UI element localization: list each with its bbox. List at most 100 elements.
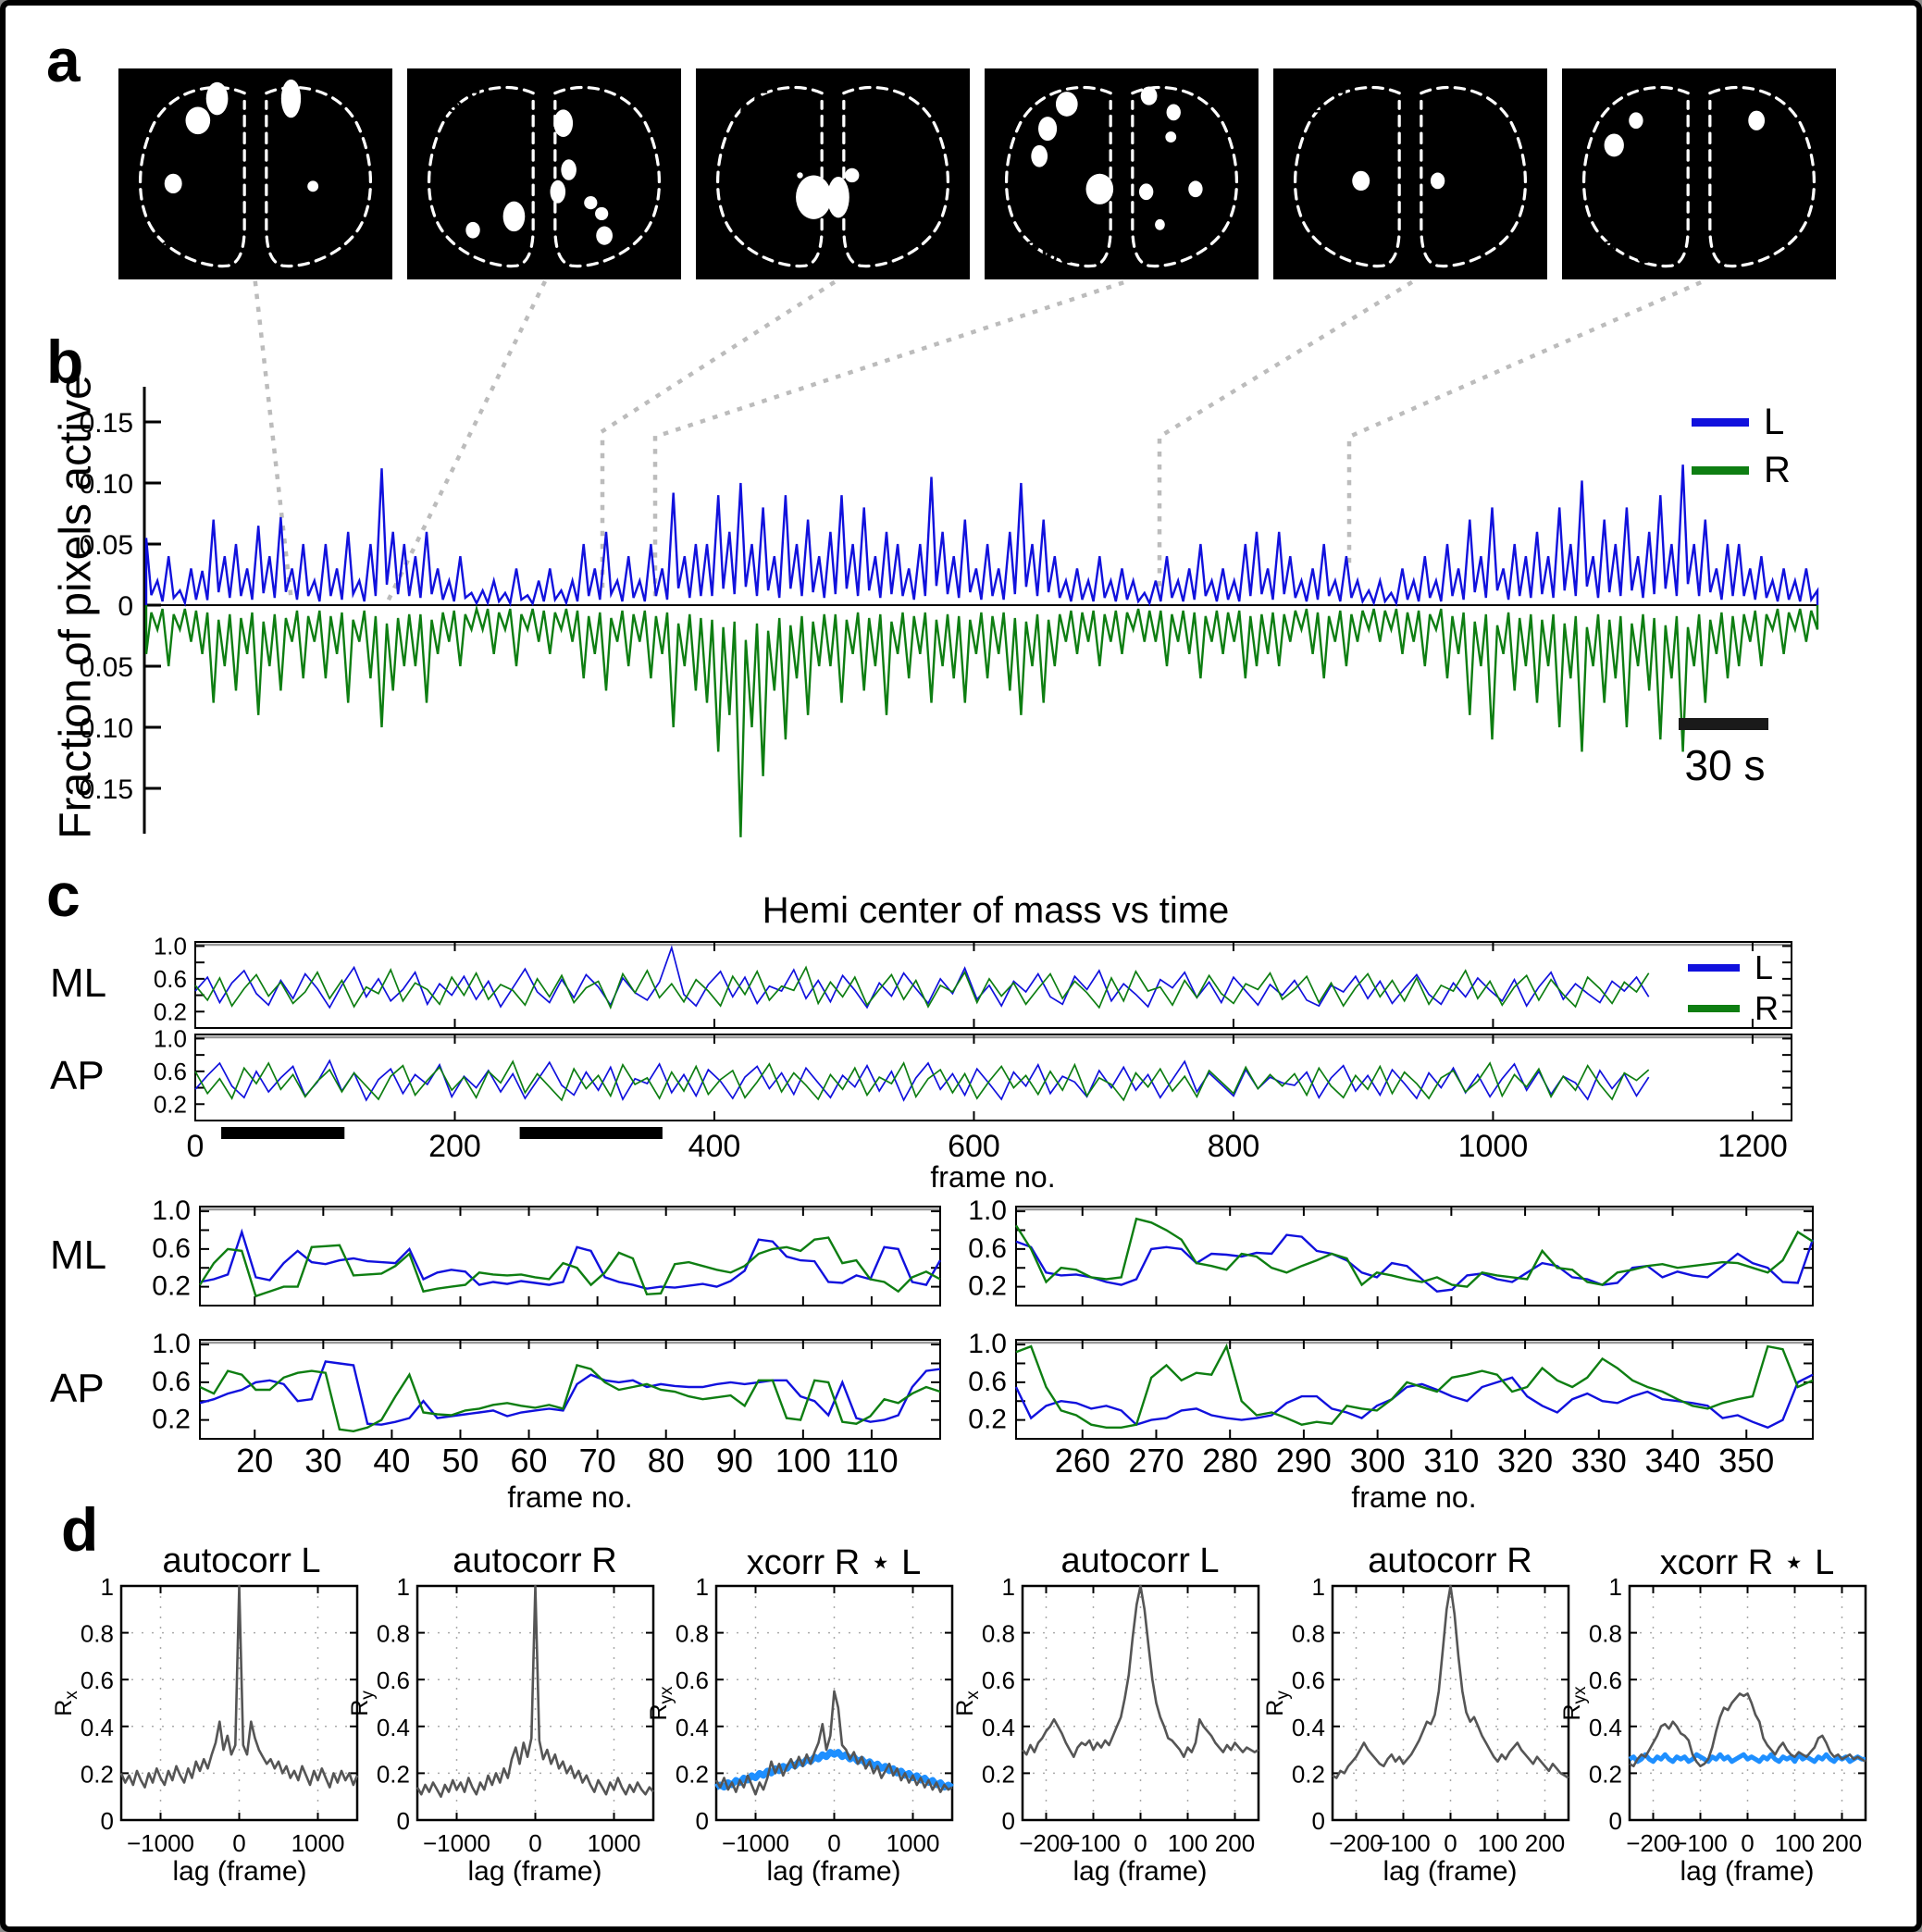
plot-box [199,1339,941,1440]
x-tick-label: −1000 [127,1829,194,1857]
y-tick-label: 0.2 [81,1760,114,1788]
d-xlabel-6: lag (frame) [1680,1856,1815,1887]
x-tick-label: 300 [1350,1442,1406,1480]
d-ylabel-4: Rx [952,1690,983,1716]
active-pixel-blob [1138,183,1154,201]
correlation-line [714,1690,953,1796]
series-L-line [194,945,1650,1009]
x-tick-label: 50 [441,1442,478,1480]
y-tick-label: 0.8 [1292,1620,1325,1648]
y-tick-label: 1.0 [154,1024,187,1052]
active-pixel-blob [1038,117,1058,142]
d-plot-2: 0 0.2 0.4 0.6 0.8 1 −1000 0 1000 [377,1573,655,1857]
x-tick-label: −1000 [722,1829,789,1857]
series-L-line [1014,1373,1814,1430]
y-tick-label: 0.6 [377,1666,410,1694]
series-L-line [144,464,1819,607]
x-tick-label: 30 [304,1442,341,1480]
y-tick-label: 0 [101,1807,114,1835]
d-title-5: autocorr R [1368,1542,1532,1580]
d-plot-1: 0 0.2 0.4 0.6 0.8 1 −1000 0 1000 [81,1573,359,1857]
y-tick-label: 0.2 [968,1271,1007,1302]
y-tick-label: 0.6 [968,1233,1007,1264]
y-tick-label: 0.8 [1589,1620,1622,1648]
panel-a-letter: a [46,26,81,94]
y-tick-label: 0.2 [154,997,187,1025]
d-xlabel-5: lag (frame) [1383,1856,1518,1887]
active-pixel-blob [584,195,598,210]
x-tick-label: 260 [1055,1442,1110,1480]
x-tick-label: 200 [1822,1829,1862,1857]
legend-label-R: R [1755,989,1779,1027]
x-tick-label: 100 [1478,1829,1518,1857]
x-tick-label: 1200 [1717,1129,1788,1164]
x-tick-label: −1000 [423,1829,490,1857]
y-tick-label: 0.2 [968,1405,1007,1435]
right-hemisphere-outline [842,85,949,268]
shuffle-control-line [1628,1752,1866,1765]
active-pixel-blob [827,176,849,218]
active-pixel-blob [1188,180,1203,198]
x-tick-label: 0 [827,1829,840,1857]
y-tick-label: 0.4 [982,1714,1015,1741]
y-tick-label: 0.05 [80,652,133,683]
c-main-AP: 1.0 0.6 0.20 200 400 600 800 1000 1200 [154,1024,1792,1164]
y-tick-label: 1.0 [152,1195,191,1226]
active-pixel-blob [561,159,577,180]
panel-c-legend: L R [1688,951,1779,1025]
y-tick-label: 0.2 [982,1760,1015,1788]
panel-b-letter: b [46,328,84,396]
figure-canvas: 0.150.100.0500.050.100.151.00.60.21.00.6… [80,279,1867,1857]
x-tick-label: 400 [688,1129,741,1164]
c-main-ML: 1.0 0.6 0.2 [154,932,1792,1029]
d-ylabel-5: Ry [1262,1690,1293,1716]
active-pixel-blob [1604,133,1624,157]
brain-frame-fr-2134: fr 2134 [1562,68,1836,279]
y-tick-label: 0 [118,591,133,622]
c-zoomR-ML: 1.0 0.6 0.2 [968,1195,1815,1307]
x-tick-label: 1000 [887,1829,940,1857]
y-tick-label: 1.0 [968,1329,1007,1359]
x-tick-label: 80 [648,1442,685,1480]
y-tick-label: 0.10 [80,713,133,744]
plot-box [194,1034,1792,1121]
d-title-4: autocorr L [1060,1542,1220,1580]
x-tick-label: 20 [236,1442,273,1480]
y-tick-label: 1 [101,1573,114,1601]
d-xlabel-3: lag (frame) [766,1856,901,1887]
d-plot-6: 0 0.2 0.4 0.6 0.8 1 −200−100 0 100 200 [1589,1573,1867,1857]
y-tick-label: 0.6 [152,1233,191,1264]
plot-box [1331,1584,1570,1822]
plot-box [1015,1206,1814,1307]
connector-line [652,280,1124,597]
active-pixel-blob [595,206,609,221]
x-tick-label: 0 [232,1829,245,1857]
connector-line [1157,279,1414,597]
x-tick-label: 0 [187,1129,205,1164]
d-ylabel-2: Ry [347,1690,378,1716]
frame-label: fr 177 [130,235,210,270]
x-tick-label: 90 [716,1442,753,1480]
y-tick-label: 1.0 [154,932,187,960]
d-ylabel-3: Ryx [646,1686,676,1721]
x-tick-label: 200 [1215,1829,1255,1857]
x-tick-label: 320 [1497,1442,1553,1480]
x-tick-label: 340 [1644,1442,1700,1480]
d-ylabel-1: Rx [51,1690,81,1716]
frame-label: fr 759 [707,84,787,119]
ap-label-zoom: AP [50,1366,105,1411]
brain-frame-fr-759: fr 759 [696,68,970,279]
ml-label-zoom: ML [50,1232,107,1278]
active-pixel-blob [796,175,832,219]
series-R-line [1015,1343,1814,1429]
x-tick-label: 200 [1525,1829,1565,1857]
panel-b-plot: 0.15 0.10 0.05 0 0.05 0.10 0.15 [80,387,1819,837]
plot-box [194,941,1792,1029]
correlation-line [415,1584,654,1798]
panel-c-title: Hemi center of mass vs time [762,890,1230,931]
active-pixel-blob [280,79,302,118]
c-zoomL-AP: 1.0 0.6 0.2 20 30 40 50 60 70 80 90 100 110 [152,1329,941,1480]
x-tick-label: 600 [948,1129,1000,1164]
y-tick-label: 0 [1002,1807,1015,1835]
